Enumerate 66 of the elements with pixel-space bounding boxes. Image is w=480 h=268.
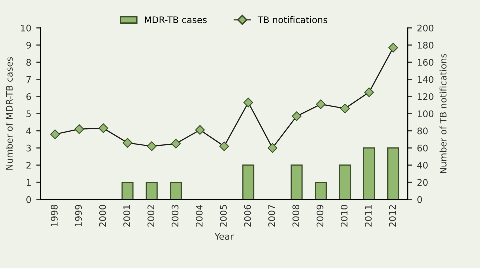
y2-tick-label: 160 xyxy=(418,59,434,66)
y-tick-label: 6 xyxy=(26,93,32,100)
y-tick-label: 2 xyxy=(26,162,31,169)
y-tick-label: 3 xyxy=(26,144,32,152)
bar xyxy=(242,164,255,200)
x-tick-label: 2007 xyxy=(268,205,276,227)
bar xyxy=(388,148,400,200)
bar xyxy=(146,182,158,200)
x-tick-label: 2003 xyxy=(172,205,179,227)
x-tick-label: 2009 xyxy=(316,205,324,227)
x-tick-label: 2011 xyxy=(365,205,372,227)
point xyxy=(122,138,133,148)
x-tick-label: 2005 xyxy=(220,205,228,227)
point xyxy=(50,130,60,140)
x-tick-label: 2001 xyxy=(124,205,130,227)
point xyxy=(171,139,181,149)
point xyxy=(244,98,254,108)
x-tick-label: 2004 xyxy=(196,205,203,227)
y2-axis-title: Number of TB notifications xyxy=(440,54,447,174)
bar xyxy=(339,164,352,200)
x-axis-title: Year xyxy=(214,233,234,240)
y-tick-label: 1 xyxy=(27,179,31,186)
y2-tick-label: 60 xyxy=(418,144,428,152)
legend-label: TB notifications xyxy=(258,16,328,24)
y-axis-title: Number of MDR-TB cases xyxy=(6,57,13,170)
y2-tick-label: 180 xyxy=(418,42,434,49)
bar xyxy=(290,164,303,200)
y2-tick-label: 80 xyxy=(418,128,428,135)
y2-tick-label: 0 xyxy=(418,196,422,204)
y-tick-label: 9 xyxy=(26,42,32,49)
point xyxy=(147,142,157,152)
point xyxy=(364,88,374,98)
point xyxy=(340,104,350,114)
x-tick-label: 2012 xyxy=(389,205,396,227)
legend-label: MDR-TB cases xyxy=(145,16,207,24)
point xyxy=(220,142,230,152)
point xyxy=(316,100,326,110)
bar xyxy=(122,182,134,200)
point xyxy=(195,125,206,136)
x-tick-label: 2002 xyxy=(148,205,155,227)
x-tick-label: 1999 xyxy=(75,205,82,227)
y-tick-label: 7 xyxy=(26,76,31,84)
y2-tick-label: 200 xyxy=(418,24,434,32)
point xyxy=(268,143,278,154)
y2-tick-label: 40 xyxy=(417,162,428,169)
bar xyxy=(315,182,328,200)
point xyxy=(292,112,302,122)
x-tick-label: 2000 xyxy=(99,205,106,227)
x-tick-label: 1998 xyxy=(51,205,58,227)
y-tick-label: 0 xyxy=(26,196,32,204)
y2-tick-label: 140 xyxy=(418,76,434,84)
x-tick-label: 2010 xyxy=(340,205,348,227)
x-tick-label: 2008 xyxy=(292,205,300,227)
point xyxy=(98,124,108,134)
y2-tick-label: 100 xyxy=(418,110,434,118)
y-tick-label: 10 xyxy=(21,24,32,32)
y2-tick-label: 20 xyxy=(418,179,428,186)
y2-tick-label: 120 xyxy=(418,93,434,100)
x-tick-label: 2006 xyxy=(244,205,252,227)
y-tick-label: 4 xyxy=(26,128,32,134)
point xyxy=(74,124,84,134)
bar xyxy=(363,148,376,200)
y-tick-label: 8 xyxy=(26,59,32,66)
y-tick-label: 5 xyxy=(26,110,31,118)
point xyxy=(388,43,398,53)
bar xyxy=(170,182,182,200)
